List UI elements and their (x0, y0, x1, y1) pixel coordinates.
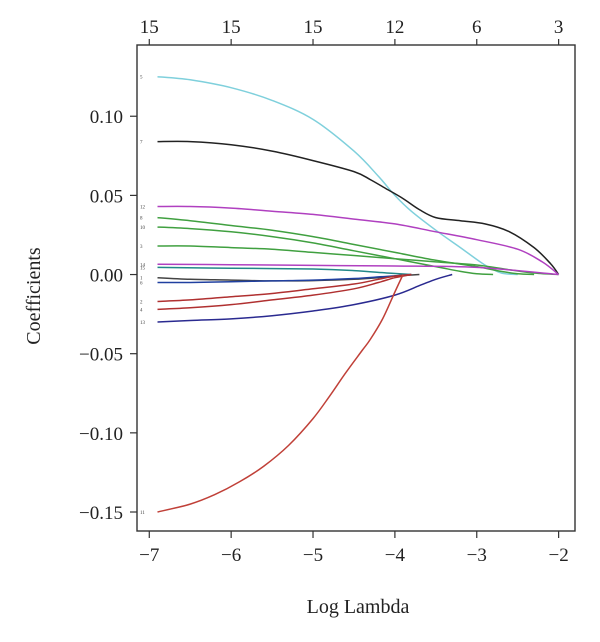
plot-frame (136, 44, 576, 532)
top-tick-label-6: 3 (554, 17, 564, 38)
top-tick-label-3: 15 (304, 17, 323, 38)
x-axis-title: Log Lambda (307, 596, 410, 618)
y-axis: 0.10 0.05 0.00 −0.05 −0.10 −0.15 (79, 107, 137, 524)
series-label-13: 13 (140, 321, 146, 326)
series-label-9: 1 (140, 277, 143, 282)
y-tick-label-6: −0.15 (79, 503, 123, 524)
top-tick-label-2: 15 (222, 17, 241, 38)
series-line-7 (157, 263, 559, 276)
x-tick-label-3: −5 (303, 545, 323, 566)
y-tick-label-1: 0.10 (90, 107, 123, 128)
series-line-12 (157, 273, 412, 311)
series-label-11: 2 (140, 301, 143, 306)
series-line-5 (157, 226, 494, 276)
top-tick-label-5: 6 (472, 17, 482, 38)
series-label-10: 6 (140, 282, 143, 287)
series-line-13 (157, 273, 453, 323)
series-label-6: 3 (140, 245, 143, 250)
series-line-11 (157, 273, 412, 303)
top-tick-label-1: 15 (140, 17, 159, 38)
series-label-12: 4 (140, 308, 143, 313)
y-tick-label-5: −0.10 (79, 424, 123, 445)
series-line-8 (157, 266, 412, 276)
series-label-7: 14 (140, 263, 146, 268)
series-line-4 (157, 216, 535, 276)
series-label-4: 8 (140, 217, 143, 222)
x-tick-label-5: −3 (467, 545, 487, 566)
series-label-5: 10 (140, 226, 146, 231)
series-label-14: 11 (140, 511, 145, 516)
x-tick-label-2: −6 (221, 545, 241, 566)
series-line-2 (157, 140, 560, 275)
series-label-8: 15 (140, 266, 146, 271)
series-line-14 (157, 274, 404, 513)
y-axis-title: Coefficients (23, 247, 45, 345)
y-tick-label-4: −0.05 (79, 345, 123, 366)
top-axis: 15 15 15 12 6 3 (140, 17, 564, 45)
series-label-2: 7 (140, 141, 143, 146)
x-tick-label-1: −7 (139, 545, 159, 566)
x-axis: −7 −6 −5 −4 −3 −2 (139, 531, 569, 566)
x-tick-label-6: −2 (549, 545, 569, 566)
series-line-1 (157, 75, 518, 276)
y-tick-label-2: 0.05 (90, 186, 123, 207)
top-tick-label-4: 12 (385, 17, 404, 38)
x-tick-label-4: −4 (385, 545, 406, 566)
series-line-3 (157, 205, 560, 276)
y-tick-label-3: 0.00 (90, 266, 123, 287)
series-label-1: 5 (140, 76, 143, 81)
series-label-3: 12 (140, 206, 146, 211)
